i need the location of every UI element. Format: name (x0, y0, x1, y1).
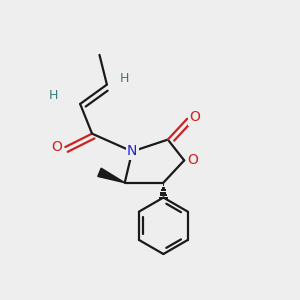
Polygon shape (98, 168, 125, 183)
Text: O: O (52, 140, 62, 154)
Text: H: H (120, 72, 129, 85)
Text: O: O (189, 110, 200, 124)
Text: H: H (49, 88, 58, 101)
Text: O: O (187, 153, 198, 167)
Text: N: N (127, 145, 137, 158)
